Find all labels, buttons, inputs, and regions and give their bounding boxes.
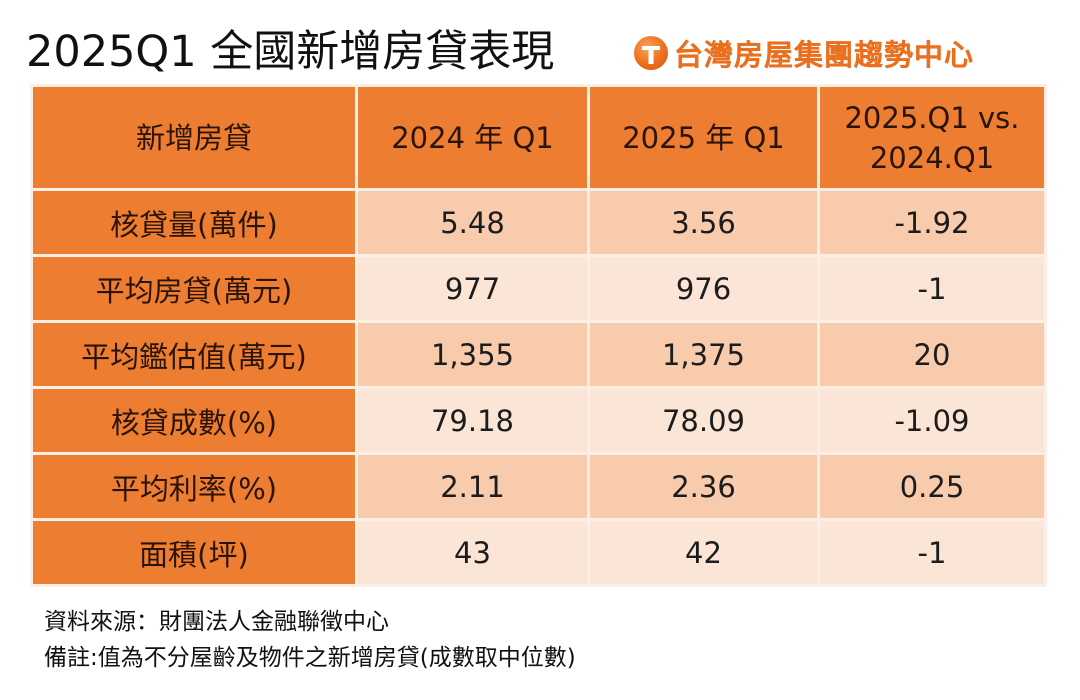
header-label-line2: 2024.Q1 bbox=[869, 140, 995, 175]
header-2024-q1: 2024 年 Q1 bbox=[355, 84, 590, 191]
mortgage-comparison-table: 新增房貸 2024 年 Q1 2025 年 Q1 2025.Q1 vs. 202… bbox=[30, 84, 1047, 587]
source-note: 資料來源：財團法人金融聯徵中心 bbox=[44, 609, 389, 635]
table-row: 平均鑑估值(萬元) 1,355 1,375 20 bbox=[30, 320, 1047, 389]
value-diff: -1 bbox=[817, 254, 1047, 323]
header-label: 2025 年 Q1 bbox=[622, 120, 785, 155]
value-2025-q1: 2.36 bbox=[587, 452, 820, 521]
value-2024-q1: 5.48 bbox=[355, 188, 590, 257]
brand-name: 台灣房屋集團趨勢中心 bbox=[674, 38, 975, 72]
value-2024-q1: 79.18 bbox=[355, 386, 590, 455]
table-row: 平均房貸(萬元) 977 976 -1 bbox=[30, 254, 1047, 323]
table-header-row: 新增房貸 2024 年 Q1 2025 年 Q1 2025.Q1 vs. 202… bbox=[30, 84, 1047, 191]
value-2025-q1: 42 bbox=[587, 518, 820, 587]
row-label: 面積(坪) bbox=[30, 518, 358, 587]
brand-logo-icon bbox=[634, 36, 668, 70]
table-row: 平均利率(%) 2.11 2.36 0.25 bbox=[30, 452, 1047, 521]
value-diff: -1 bbox=[817, 518, 1047, 587]
table-row: 核貸量(萬件) 5.48 3.56 -1.92 bbox=[30, 188, 1047, 257]
value-2025-q1: 3.56 bbox=[587, 188, 820, 257]
value-2025-q1: 1,375 bbox=[587, 320, 820, 389]
value-2025-q1: 976 bbox=[587, 254, 820, 323]
value-diff: 0.25 bbox=[817, 452, 1047, 521]
table-row: 面積(坪) 43 42 -1 bbox=[30, 518, 1047, 587]
header-label: 新增房貸 bbox=[135, 120, 252, 155]
brand-header: 台灣房屋集團趨勢中心 bbox=[634, 33, 974, 73]
header-category: 新增房貸 bbox=[30, 84, 358, 191]
header-2025-q1: 2025 年 Q1 bbox=[587, 84, 820, 191]
page-title: 2025Q1 全國新增房貸表現 bbox=[26, 27, 555, 77]
value-2025-q1: 78.09 bbox=[587, 386, 820, 455]
row-label: 核貸量(萬件) bbox=[30, 188, 358, 257]
value-diff: -1.92 bbox=[817, 188, 1047, 257]
row-label: 平均鑑估值(萬元) bbox=[30, 320, 358, 389]
row-label: 核貸成數(%) bbox=[30, 386, 358, 455]
row-label: 平均房貸(萬元) bbox=[30, 254, 358, 323]
value-2024-q1: 43 bbox=[355, 518, 590, 587]
table-row: 核貸成數(%) 79.18 78.09 -1.09 bbox=[30, 386, 1047, 455]
header-label-line1: 2025.Q1 vs. bbox=[844, 100, 1020, 135]
value-diff: -1.09 bbox=[817, 386, 1047, 455]
value-diff: 20 bbox=[817, 320, 1047, 389]
value-2024-q1: 1,355 bbox=[355, 320, 590, 389]
value-2024-q1: 977 bbox=[355, 254, 590, 323]
footnotes: 資料來源：財團法人金融聯徵中心 備註:值為不分屋齡及物件之新增房貸(成數取中位數… bbox=[44, 604, 576, 676]
row-label: 平均利率(%) bbox=[30, 452, 358, 521]
value-2024-q1: 2.11 bbox=[355, 452, 590, 521]
header-diff: 2025.Q1 vs. 2024.Q1 bbox=[817, 84, 1047, 191]
header-label: 2024 年 Q1 bbox=[391, 120, 554, 155]
remark-note: 備註:值為不分屋齡及物件之新增房貸(成數取中位數) bbox=[44, 645, 576, 671]
